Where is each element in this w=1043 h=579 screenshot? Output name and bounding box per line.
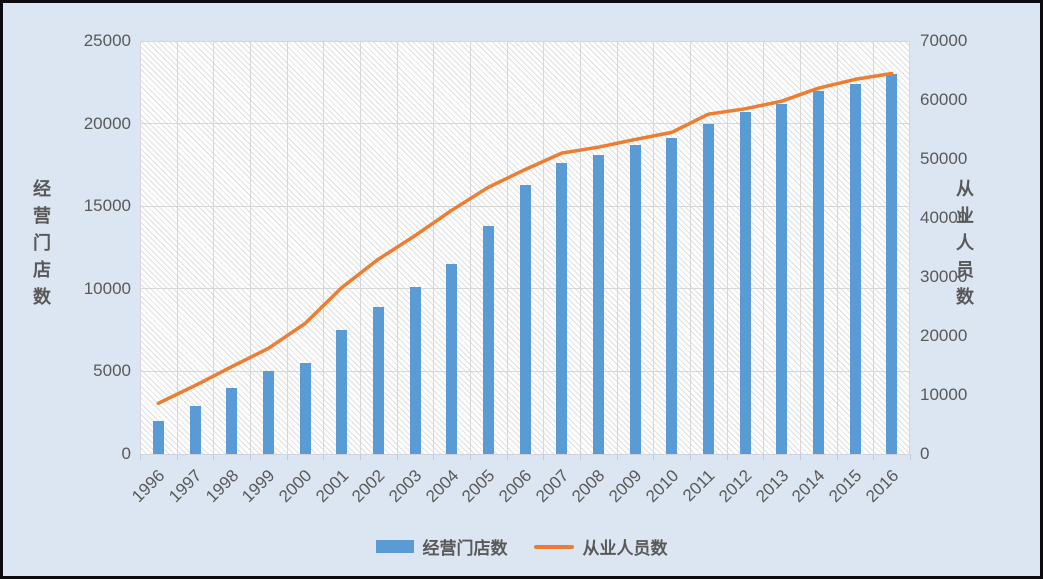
bar-2012: [739, 112, 751, 454]
gridline-v-0: [140, 41, 141, 454]
gridline-v-14: [653, 41, 654, 454]
bar-2015: [849, 83, 861, 454]
bar-1996: [152, 420, 164, 454]
right-tick-label-70000: 70000: [920, 31, 968, 50]
gridline-v-17: [763, 41, 764, 454]
x-axis-line: [140, 454, 911, 455]
left-axis-title: 经营门店数: [31, 179, 51, 314]
gridline-h-20000: [140, 123, 910, 125]
x-axis-tickmark-18: [800, 455, 801, 460]
legend-label-stores: 经营门店数: [422, 539, 508, 558]
gridline-v-16: [727, 41, 728, 454]
x-axis-tickmark-6: [360, 455, 361, 460]
x-axis-tickmark-9: [470, 455, 471, 460]
x-axis-tickmark-17: [763, 455, 764, 460]
left-tick-label-25000: 25000: [83, 31, 131, 50]
bar-series-swatch: [375, 540, 414, 553]
x-axis-tickmark-11: [543, 455, 544, 460]
x-axis-tickmark-2: [213, 455, 214, 460]
gridline-v-9: [470, 41, 471, 454]
bar-2007: [556, 163, 568, 454]
bar-2013: [776, 103, 788, 454]
right-tick-label-30000: 30000: [920, 267, 968, 286]
left-tick-label-15000: 15000: [83, 196, 131, 216]
gridline-v-12: [580, 41, 581, 454]
gridline-v-4: [287, 41, 288, 454]
x-axis-tickmark-21: [910, 455, 911, 460]
gridline-v-2: [213, 41, 214, 454]
gridline-v-11: [543, 41, 544, 454]
plot-area: [140, 40, 910, 455]
employees-line: [156, 71, 894, 406]
right-tick-label-20000: 20000: [920, 326, 968, 345]
gridline-v-15: [690, 41, 691, 454]
x-axis-tickmark-7: [397, 455, 398, 460]
right-tick-label-0: 0: [920, 444, 930, 463]
legend-item-employees: 从业人员数: [533, 534, 668, 559]
gridline-v-21: [909, 41, 910, 454]
gridline-v-19: [837, 41, 838, 454]
gridline-v-6: [360, 41, 361, 454]
x-axis-tickmark-20: [873, 455, 874, 460]
gridline-v-13: [617, 41, 618, 454]
legend-label-employees: 从业人员数: [582, 539, 668, 558]
x-axis-tickmark-3: [250, 455, 251, 460]
gridline-v-8: [433, 41, 434, 454]
gridline-v-20: [873, 41, 874, 454]
x-axis-tickmark-10: [507, 455, 508, 460]
gridline-h-25000: [140, 40, 910, 42]
gridline-v-10: [507, 41, 508, 454]
x-axis-tickmark-5: [323, 455, 324, 460]
right-tick-label-60000: 60000: [920, 90, 968, 109]
bar-1999: [262, 371, 274, 454]
employees-line-layer: [156, 71, 894, 406]
gridline-v-18: [800, 41, 801, 454]
x-axis-tickmark-1: [177, 455, 178, 460]
bar-2000: [299, 363, 311, 454]
x-axis-tickmark-8: [433, 455, 434, 460]
left-tick-label-20000: 20000: [83, 113, 131, 133]
line-series-swatch: [533, 544, 574, 549]
x-axis-tickmark-13: [617, 455, 618, 460]
bar-2002: [372, 306, 384, 454]
x-axis-tickmark-12: [580, 455, 581, 460]
bar-2011: [702, 123, 714, 454]
right-axis-title: 从业人员数: [954, 179, 974, 314]
x-axis-tickmark-4: [287, 455, 288, 460]
gridline-v-1: [177, 41, 178, 454]
x-axis-tickmark-15: [690, 455, 691, 460]
legend: 经营门店数 从业人员数: [3, 534, 1040, 559]
bar-2009: [629, 145, 641, 454]
right-tick-label-10000: 10000: [920, 385, 968, 404]
x-axis-tickmark-14: [653, 455, 654, 460]
bar-1997: [189, 406, 201, 454]
bar-2014: [812, 90, 824, 454]
left-tick-label-5000: 5000: [93, 361, 131, 381]
bar-2006: [519, 184, 531, 454]
bar-2005: [482, 226, 494, 454]
x-axis-tickmark-16: [727, 455, 728, 460]
bar-2010: [666, 138, 678, 454]
bar-2016: [886, 74, 898, 454]
bar-2003: [409, 287, 421, 454]
right-tick-label-40000: 40000: [920, 208, 968, 227]
left-tick-label-0: 0: [121, 444, 131, 463]
bar-2004: [446, 264, 458, 454]
x-axis-tickmark-19: [837, 455, 838, 460]
left-tick-label-10000: 10000: [83, 278, 131, 298]
bar-1998: [226, 387, 238, 454]
gridline-v-5: [323, 41, 324, 454]
legend-item-stores: 经营门店数: [375, 534, 508, 559]
bar-2008: [592, 154, 604, 454]
right-tick-label-50000: 50000: [920, 149, 968, 168]
gridline-v-3: [250, 41, 251, 454]
x-axis-tickmark-0: [140, 455, 141, 460]
bar-2001: [336, 330, 348, 454]
